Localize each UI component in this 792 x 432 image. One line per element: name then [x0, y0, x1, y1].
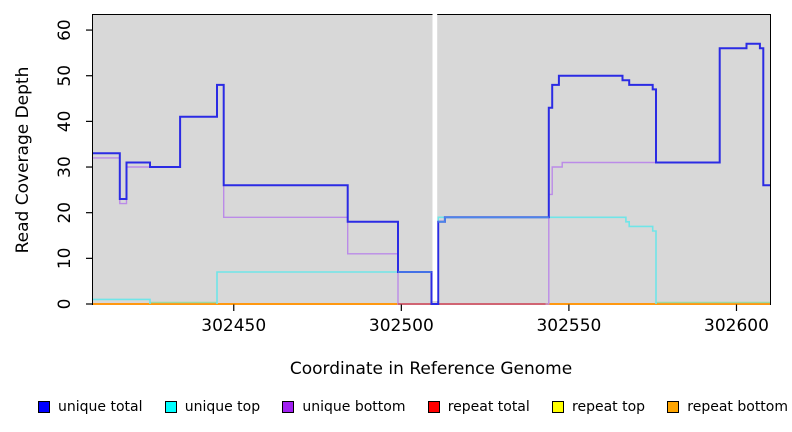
x-axis-tick-label: 302600	[704, 316, 769, 336]
legend-item-repeat-top: repeat top	[552, 399, 645, 415]
x-axis-title: Coordinate in Reference Genome	[290, 359, 572, 379]
legend-swatch-repeat-bottom	[667, 401, 680, 413]
y-axis-tick-label: 50	[55, 65, 75, 87]
y-axis-tick-label: 20	[55, 202, 75, 224]
x-axis-tick-label: 302500	[369, 316, 434, 336]
masked-region-band	[432, 10, 438, 301]
legend-swatch-repeat-total	[427, 401, 440, 413]
legend-label: repeat total	[447, 399, 530, 415]
legend-swatch-unique-bottom	[282, 401, 295, 413]
y-axis-tick-label: 40	[55, 111, 75, 133]
legend-swatch-unique-total	[38, 401, 50, 413]
legend-label: unique top	[184, 399, 261, 415]
y-axis-tick-label: 0	[55, 299, 75, 310]
legend-item-unique-total: unique total	[38, 399, 142, 415]
legend-label: repeat top	[572, 399, 646, 415]
legend-swatch-repeat-top	[552, 401, 565, 413]
legend-item-repeat-bottom: repeat bottom	[667, 399, 788, 415]
legend-label: unique total	[58, 399, 143, 415]
x-axis-tick-label: 302550	[536, 316, 601, 336]
legend-label: unique bottom	[302, 399, 406, 415]
series-unique-top-line	[93, 298, 151, 304]
y-axis-title: Read Coverage Depth	[13, 67, 33, 254]
y-axis-tick-label: 10	[55, 248, 75, 270]
chart-legend: unique total unique top unique bottom repea…	[38, 394, 788, 420]
series-unique-top-over-total-highlight-line	[438, 216, 549, 223]
y-axis-tick-label: 30	[55, 156, 75, 178]
legend-item-unique-bottom: unique bottom	[282, 399, 405, 415]
legend-label: repeat bottom	[687, 399, 788, 415]
coverage-chart: 302450 302500 302550 302600 0 10 20 30 40 50 60 Co…	[13, 10, 771, 379]
x-axis-tick-label: 302450	[201, 316, 266, 336]
plot-panel	[93, 15, 770, 304]
y-axis-tick-label: 60	[55, 19, 75, 41]
legend-swatch-unique-top	[164, 401, 177, 413]
legend-item-unique-top: unique top	[164, 399, 261, 415]
legend-item-repeat-total: repeat total	[427, 399, 530, 415]
